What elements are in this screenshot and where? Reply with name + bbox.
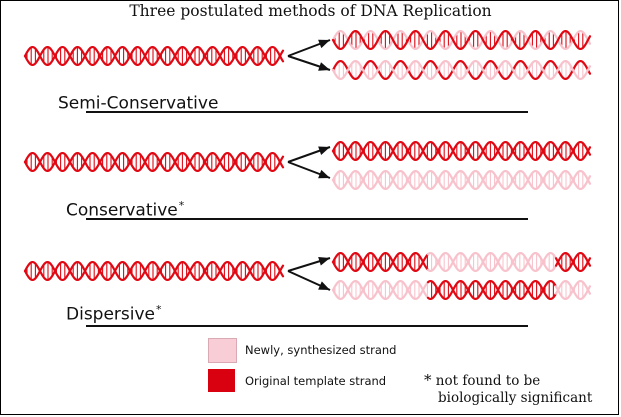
parent-dna-helix: [23, 45, 285, 67]
daughter-dna-helix: [331, 140, 592, 162]
legend-label-original-strand: Original template strand: [245, 374, 387, 388]
divider-line: [86, 218, 528, 220]
arrow: [287, 256, 331, 272]
arrowhead: [318, 169, 330, 179]
arrowhead: [318, 39, 330, 49]
dna-strand-a: [426, 251, 558, 273]
dna-strand-b: [331, 251, 430, 273]
parent-dna-helix: [23, 151, 285, 173]
arrowhead: [318, 62, 330, 71]
dna-strand-a: [554, 279, 592, 301]
legend-label-new-strand: Newly, synthesized strand: [245, 343, 397, 357]
dna-strand-a: [331, 140, 592, 162]
arrowhead: [318, 146, 330, 155]
dna-strand-b: [23, 151, 285, 173]
method-label-dispersive: Dispersive*: [66, 303, 162, 325]
dna-strand-b: [426, 251, 558, 273]
arrow: [287, 161, 331, 179]
dna-strand-a: [23, 45, 285, 67]
dna-strand-b: [331, 29, 592, 51]
arrowhead: [318, 256, 330, 266]
daughter-dna-helix: [331, 169, 592, 191]
legend-swatch-new-strand: [208, 338, 237, 363]
dna-strand-b: [331, 169, 592, 191]
daughter-dna-helix: [331, 59, 592, 81]
arrow: [287, 146, 331, 163]
footnote: * not found to be biologically significa…: [424, 372, 592, 407]
dna-strand-b: [23, 260, 285, 282]
parent-dna-helix: [23, 260, 285, 282]
arrow: [287, 55, 331, 71]
daughter-dna-helix: [331, 251, 592, 273]
arrow: [287, 270, 331, 291]
arrow: [287, 39, 331, 57]
dna-strand-a: [331, 169, 592, 191]
dna-strand-b: [23, 45, 285, 67]
method-label-semi-conservative: Semi-Conservative: [58, 93, 219, 114]
footnote-line-1: not found to be: [435, 373, 541, 389]
dna-strand-a: [331, 279, 430, 301]
daughter-dna-helix: [331, 279, 592, 301]
dna-strand-a: [331, 29, 592, 51]
daughter-dna-helix: [331, 29, 592, 51]
dna-strand-b: [331, 59, 592, 81]
dna-strand-a: [554, 251, 592, 273]
divider-line: [86, 325, 528, 327]
arrowhead: [318, 281, 330, 290]
dna-strand-a: [23, 260, 285, 282]
dna-strand-b: [331, 140, 592, 162]
dna-strand-a: [331, 251, 430, 273]
footnote-line-2: biologically significant: [438, 390, 593, 406]
dna-strand-a: [331, 59, 592, 81]
method-label-conservative: Conservative*: [66, 199, 185, 221]
legend-swatch-original-strand: [208, 369, 235, 392]
dna-strand-b: [426, 279, 558, 301]
dna-strand-a: [426, 279, 558, 301]
dna-strand-b: [331, 279, 430, 301]
dna-strand-a: [23, 151, 285, 173]
divider-line: [86, 111, 528, 113]
diagram-title: Three postulated methods of DNA Replicat…: [129, 2, 492, 20]
footnote-asterisk: *: [424, 371, 432, 389]
